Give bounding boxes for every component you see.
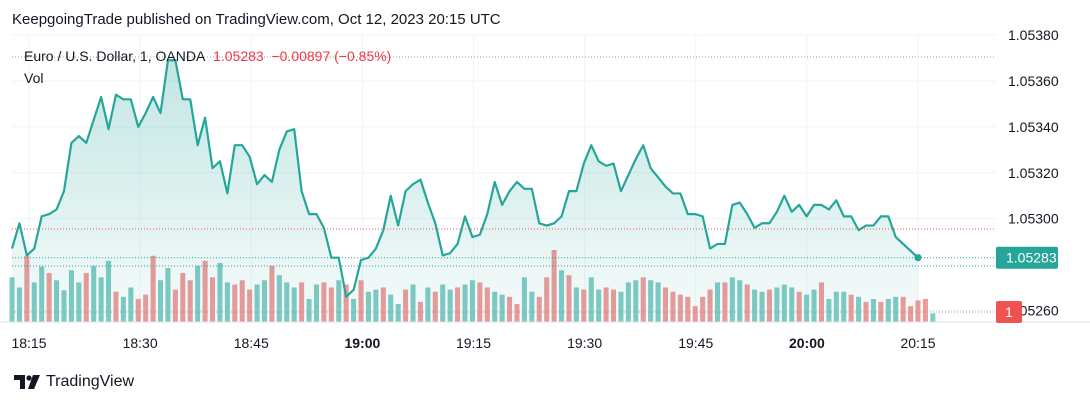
price-tags: 1.05283 1 bbox=[996, 246, 1058, 323]
y-tick-label: 1.05340 bbox=[1008, 119, 1059, 135]
volume-tag bbox=[996, 301, 1022, 323]
last-price-tag bbox=[996, 246, 1058, 269]
tradingview-logo-icon bbox=[14, 375, 40, 389]
x-tick-label: 18:45 bbox=[234, 335, 269, 351]
x-tick-label: 18:15 bbox=[11, 335, 46, 351]
x-tick-label: 20:00 bbox=[789, 335, 825, 351]
x-tick-label: 19:45 bbox=[678, 335, 713, 351]
price-area bbox=[10, 59, 922, 322]
price-lines bbox=[12, 56, 996, 313]
footer-brand: TradingView bbox=[46, 373, 135, 390]
x-tick-label: 19:30 bbox=[567, 335, 602, 351]
x-tick-label: 19:00 bbox=[344, 335, 380, 351]
legend-symbol: Euro / U.S. Dollar, 1, OANDA bbox=[24, 48, 206, 64]
x-tick-label: 20:15 bbox=[900, 335, 935, 351]
legend-price: 1.05283 bbox=[213, 48, 264, 64]
legend-volume: Vol bbox=[24, 70, 44, 86]
volume-tag-label: 1 bbox=[1005, 304, 1013, 320]
x-tick-label: 18:30 bbox=[123, 335, 158, 351]
y-tick-label: 1.05320 bbox=[1008, 165, 1059, 181]
volume-bar bbox=[930, 313, 936, 322]
price-line bbox=[10, 59, 919, 298]
footer[interactable]: TradingView bbox=[14, 373, 134, 391]
x-axis: 18:15 18:30 18:45 19:00 19:15 19:30 19:45 20:00… bbox=[0, 321, 1090, 351]
y-tick-label: 1.05300 bbox=[1008, 211, 1059, 227]
x-tick-label: 19:15 bbox=[456, 335, 491, 351]
publisher-header: KeepgoingTrade published on TradingView.… bbox=[12, 11, 501, 28]
volume-bar bbox=[922, 298, 928, 322]
y-axis: 1.05380 1.05360 1.05340 1.05320 1.05300 1.052… bbox=[1008, 27, 1059, 319]
price-area-fill bbox=[12, 60, 918, 322]
last-price-tag-label: 1.05283 bbox=[1006, 250, 1057, 266]
legend-change: −0.00897 (−0.85%) bbox=[271, 48, 392, 64]
y-tick-label: 1.05360 bbox=[1008, 73, 1059, 89]
y-tick-label: 1.05380 bbox=[1008, 27, 1059, 43]
legend-symbol-row: Euro / U.S. Dollar, 1, OANDA 1.05283 −0.… bbox=[24, 48, 391, 64]
